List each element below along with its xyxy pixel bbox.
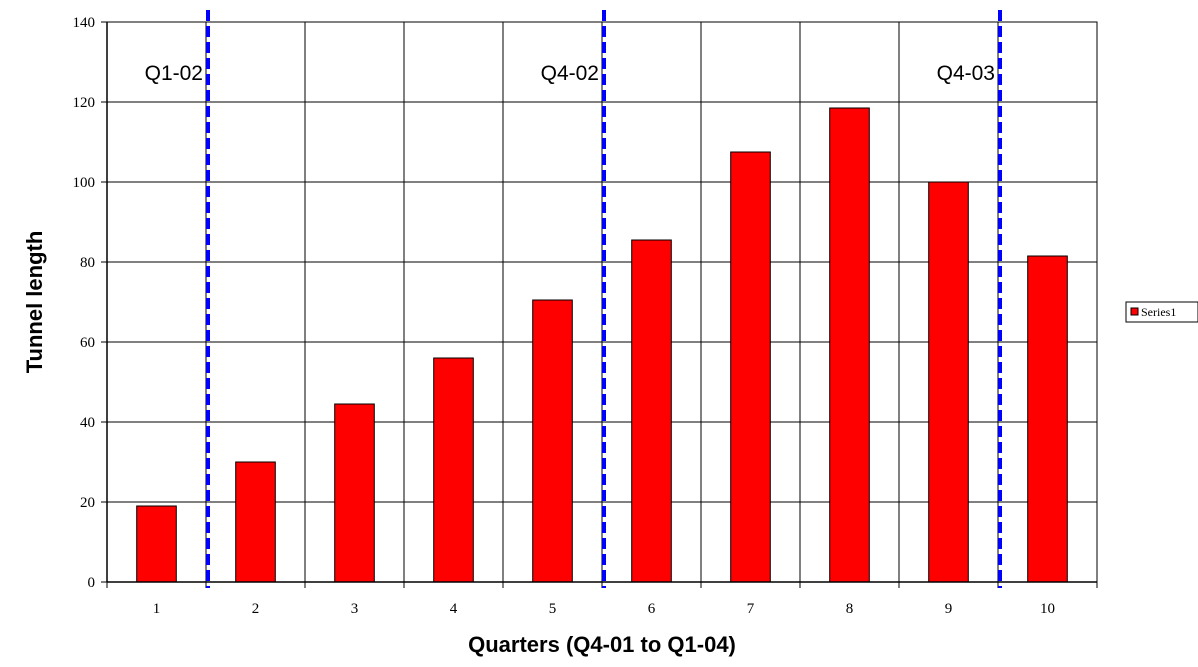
bar xyxy=(730,151,771,583)
x-tick-label: 1 xyxy=(153,601,161,617)
y-axis-title: Tunnel length xyxy=(22,231,47,374)
bar xyxy=(1027,255,1068,583)
y-tick-label: 100 xyxy=(73,175,96,191)
y-tick-label: 80 xyxy=(80,255,95,271)
x-tick-label: 2 xyxy=(252,601,260,617)
bar xyxy=(433,357,474,583)
legend-label: Series1 xyxy=(1141,305,1176,319)
axes: 0 20 40 60 80 100 120 140 1 2 3 4 5 6 7 8 9 10 xyxy=(73,15,1098,617)
legend-swatch xyxy=(1130,307,1139,316)
legend-box xyxy=(1125,301,1198,323)
y-tick-label: 120 xyxy=(73,95,96,111)
x-tick-label: 3 xyxy=(351,601,359,617)
bar xyxy=(532,299,573,583)
legend: Series1 xyxy=(1125,301,1198,323)
x-tick-label: 6 xyxy=(648,601,656,617)
x-axis-title: Quarters (Q4-01 to Q1-04) xyxy=(468,632,736,657)
x-tick-label: 5 xyxy=(549,601,557,617)
y-tick-label: 0 xyxy=(88,575,96,591)
bar xyxy=(829,107,870,583)
bars xyxy=(136,107,1068,583)
x-tick-label: 8 xyxy=(846,601,854,617)
y-tick-label: 60 xyxy=(80,335,95,351)
bar xyxy=(334,403,375,583)
y-tick-label: 40 xyxy=(80,415,95,431)
x-tick-label: 10 xyxy=(1040,601,1055,617)
quarter-marker-label: Q4-02 xyxy=(541,62,599,85)
bar xyxy=(928,181,969,583)
y-tick-label: 140 xyxy=(73,15,96,31)
quarter-marker-label: Q1-02 xyxy=(145,62,203,85)
bar xyxy=(235,461,276,583)
quarter-markers: Q1-02 Q4-02 Q4-03 xyxy=(145,10,1002,588)
x-tick-label: 7 xyxy=(747,601,755,617)
x-tick-label: 4 xyxy=(450,601,458,617)
quarter-marker-label: Q4-03 xyxy=(937,62,995,85)
y-tick-label: 20 xyxy=(80,495,95,511)
bar xyxy=(136,505,177,583)
x-tick-label: 9 xyxy=(945,601,953,617)
bar xyxy=(631,239,672,583)
